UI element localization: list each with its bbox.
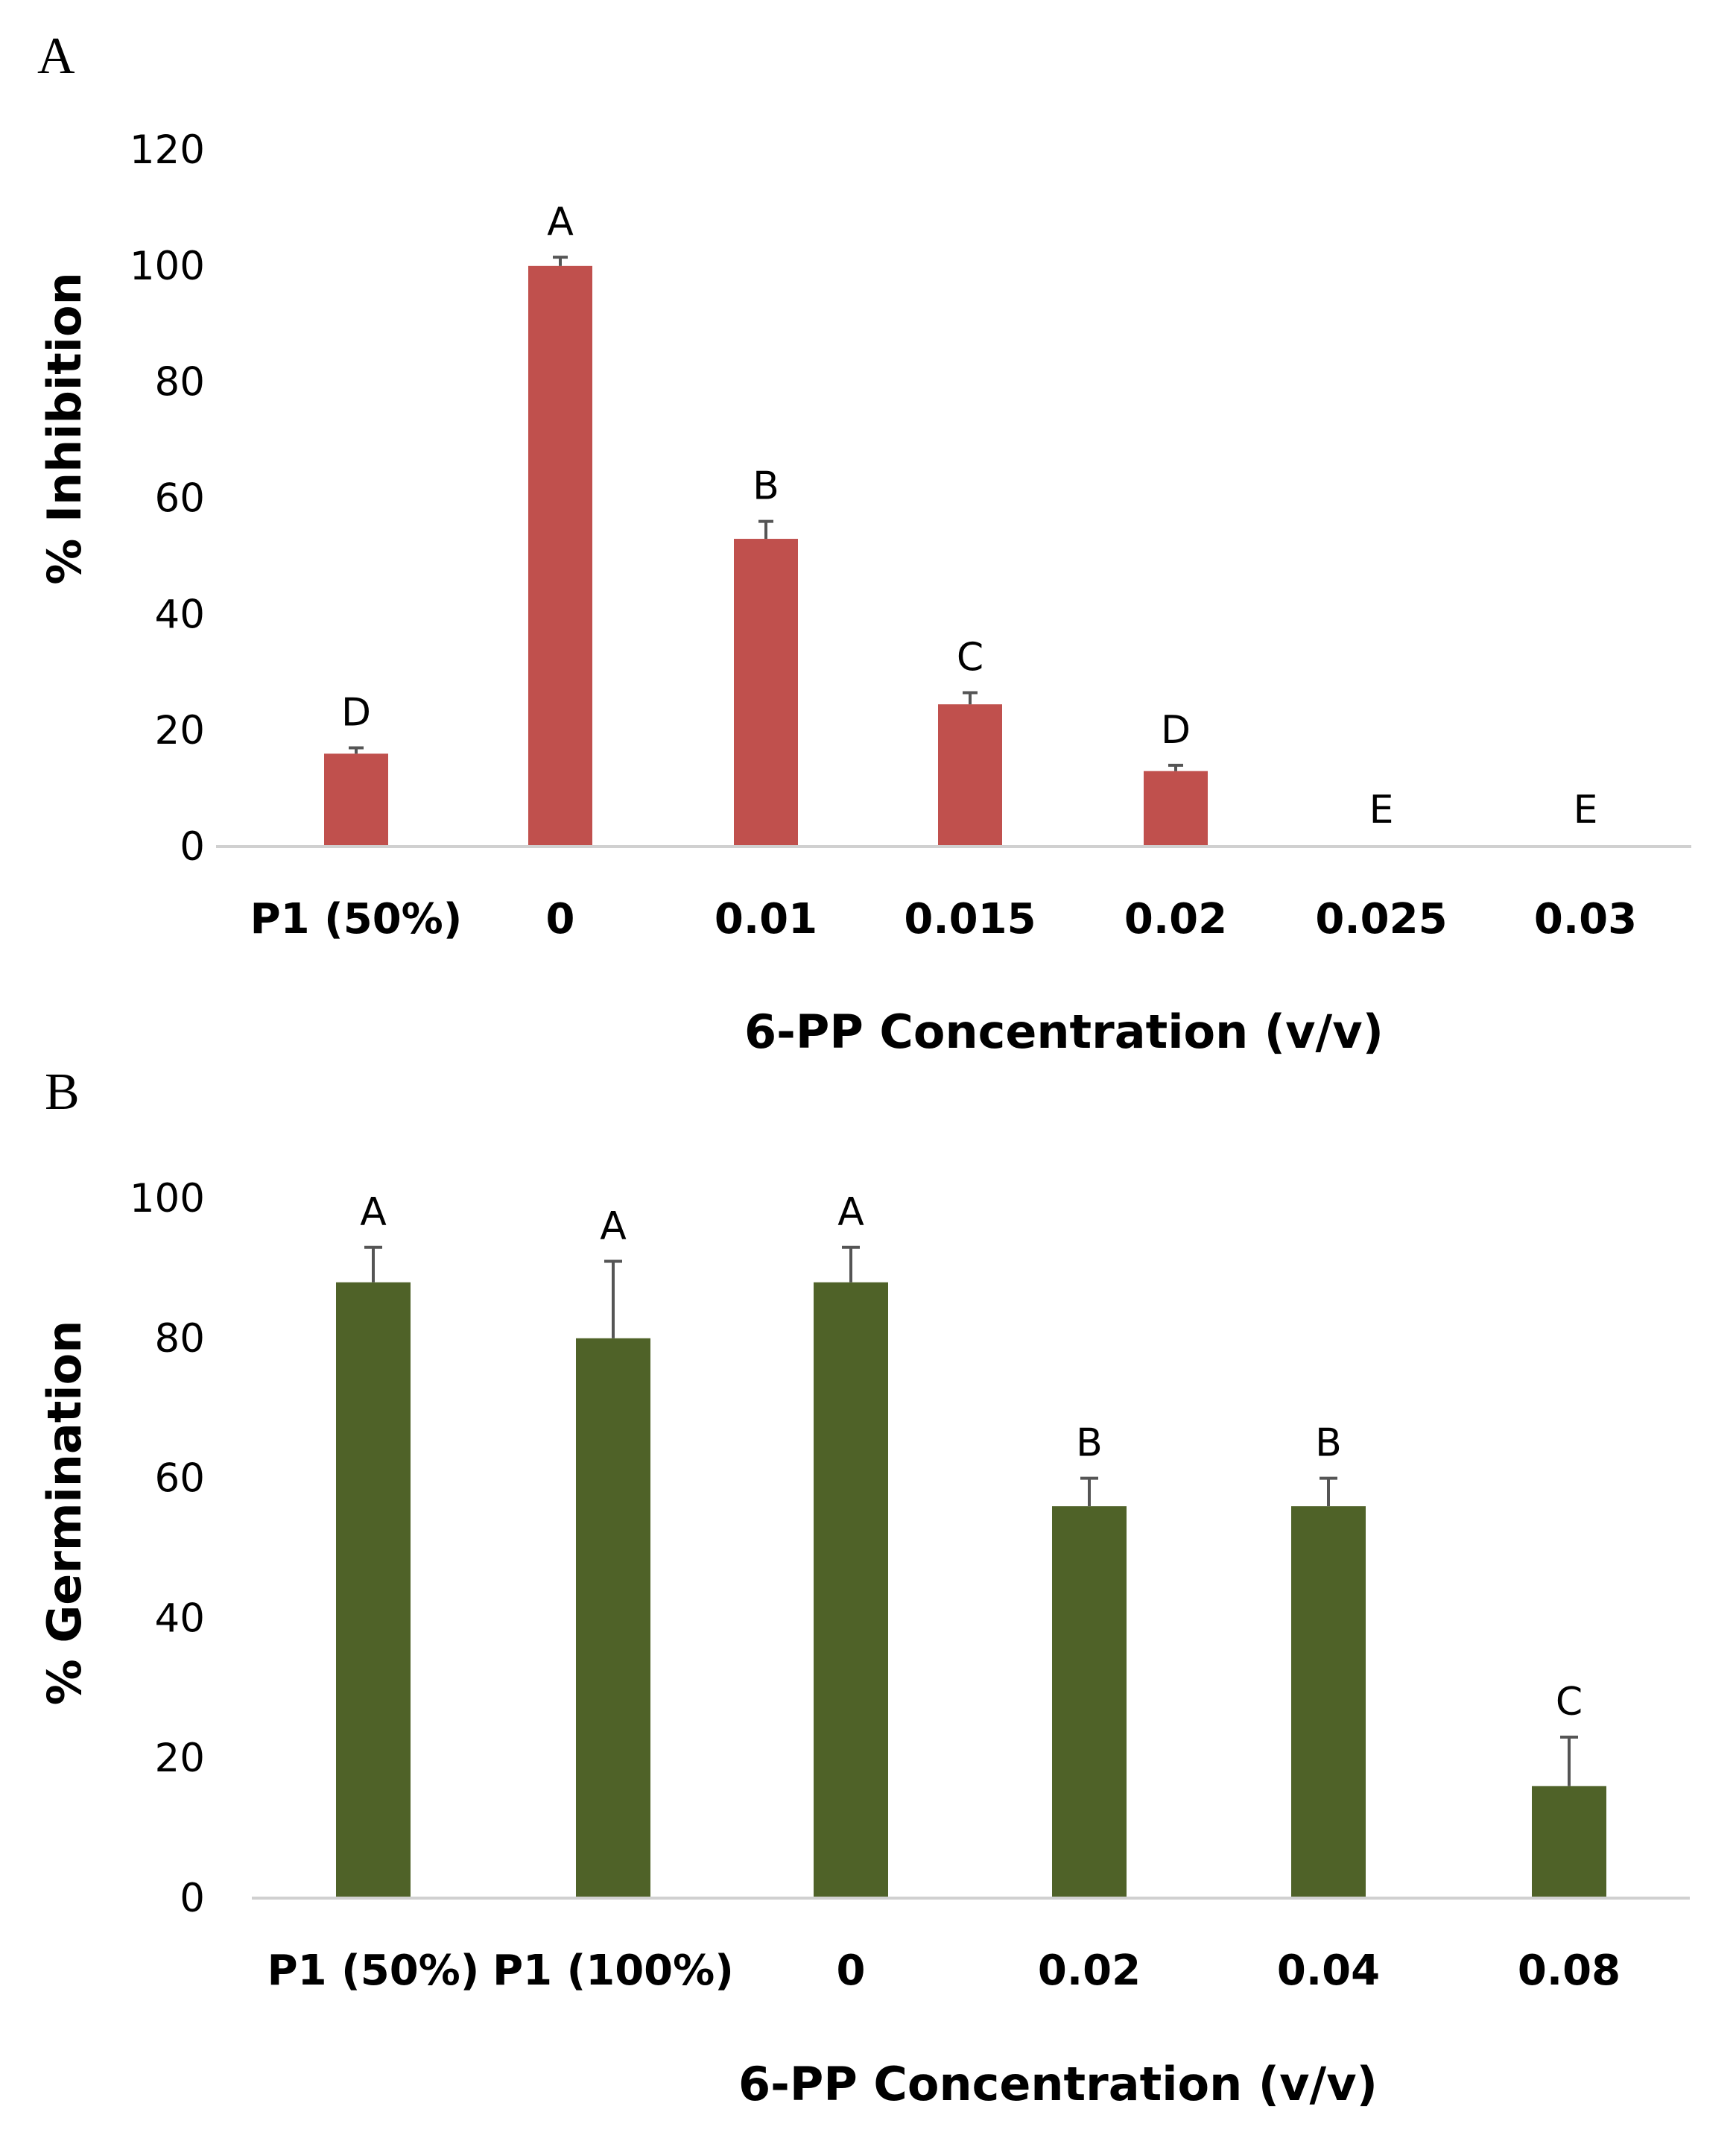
panel-a-y-axis-title: % Inhibition (37, 272, 92, 585)
panel-b-y-tick: 60 (155, 1456, 205, 1502)
panel-a-error-bar (1168, 763, 1183, 771)
panel-a-significance-label: D (341, 691, 371, 736)
panel-a-significance-label: E (1369, 788, 1394, 832)
panel-a-x-tick: 0.03 (1534, 895, 1637, 943)
panel-a-significance-label: C (957, 636, 983, 680)
panel-a-bar (528, 265, 592, 847)
panel-a-y-tick: 120 (130, 127, 205, 173)
panel-a-significance-labels: D A B C D E E (341, 200, 1597, 832)
panel-a-bar (324, 753, 388, 847)
panel-b-x-tick: 0.02 (1038, 1947, 1141, 1995)
panel-a-y-tick: 60 (155, 476, 205, 522)
panel-b-error-bar (604, 1259, 622, 1338)
panel-b-significance-label: A (600, 1204, 627, 1249)
panel-b-y-tick: 100 (130, 1176, 205, 1221)
panel-a-y-tick: 100 (130, 244, 205, 289)
panel-a-bars (324, 256, 1208, 847)
panel-b-significance-label: A (837, 1190, 864, 1235)
panel-b-x-ticks: P1 (50%) P1 (100%) 0 0.02 0.04 0.08 (267, 1947, 1621, 1995)
panel-b-x-tick: 0 (837, 1947, 866, 1995)
panel-a-significance-label: B (753, 464, 779, 509)
panel-b-x-axis-title: 6-PP Concentration (v/v) (738, 2057, 1378, 2111)
panel-b-x-tick: P1 (50%) (267, 1947, 480, 1995)
panel-a-error-bar (758, 519, 773, 540)
panel-a-x-ticks: P1 (50%) 0 0.01 0.015 0.02 0.025 0.03 (250, 895, 1637, 943)
panel-a-y-tick: 40 (155, 592, 205, 637)
panel-b-significance-label: A (360, 1190, 387, 1235)
panel-a-bar (938, 704, 1002, 847)
panel-b-y-tick: 40 (155, 1596, 205, 1641)
panel-b-y-tick: 80 (155, 1316, 205, 1362)
panel-b-x-tick: P1 (100%) (492, 1947, 734, 1995)
panel-b-bar (1052, 1506, 1127, 1898)
panel-a-error-bar (963, 691, 978, 705)
panel-a-y-tick: 80 (155, 360, 205, 405)
panel-b-error-bar (364, 1245, 382, 1283)
panel-a-bar (1144, 771, 1208, 847)
panel-a-x-tick: 0.015 (904, 895, 1036, 943)
panel-b-error-bar (1560, 1736, 1578, 1786)
panel-b-bars (336, 1245, 1606, 1898)
panel-b-letter: B (45, 1063, 80, 1121)
panel-a-significance-label: E (1574, 788, 1598, 832)
panel-b-y-tick: 0 (180, 1876, 205, 1921)
panel-b-error-bar (1080, 1476, 1098, 1507)
panel-a-y-tick: 0 (180, 824, 205, 870)
panel-a-significance-label: A (547, 200, 574, 244)
panel-b-error-bar (842, 1245, 860, 1283)
panel-b-significance-label: B (1315, 1421, 1342, 1466)
panel-b-germination-chart: B % Germination 0 20 40 60 80 100 P1 (50… (37, 1063, 1690, 2111)
panel-a-y-ticks: 0 20 40 60 80 100 120 (130, 127, 205, 870)
panel-b-y-tick: 20 (155, 1736, 205, 1781)
panel-b-x-tick: 0.08 (1518, 1947, 1621, 1995)
panel-a-bar (734, 539, 798, 847)
panel-a-error-bar (349, 746, 364, 754)
panel-b-bar (336, 1282, 411, 1898)
panel-a-error-bar (553, 256, 568, 266)
panel-b-significance-label: B (1076, 1421, 1103, 1466)
panel-b-bar (576, 1338, 650, 1898)
panel-b-x-tick: 0.04 (1277, 1947, 1380, 1995)
panel-a-x-axis-title: 6-PP Concentration (v/v) (744, 1005, 1384, 1059)
panel-b-significance-label: C (1556, 1680, 1583, 1724)
panel-a-x-tick: 0.025 (1315, 895, 1447, 943)
panel-a-y-tick: 20 (155, 708, 205, 753)
panel-b-y-axis-title: % Germination (37, 1321, 92, 1706)
panel-a-x-tick: 0.02 (1124, 895, 1227, 943)
panel-a-significance-label: D (1161, 708, 1191, 753)
panel-a-x-tick: 0.01 (715, 895, 817, 943)
panel-a-letter: A (37, 28, 75, 85)
panel-b-error-bar (1320, 1476, 1337, 1507)
panel-a-x-tick: 0 (546, 895, 575, 943)
panel-b-significance-labels: A A A B B C (360, 1190, 1583, 1724)
panel-b-y-ticks: 0 20 40 60 80 100 (130, 1176, 205, 1921)
panel-b-bar (1291, 1506, 1366, 1898)
panel-a-x-tick: P1 (50%) (250, 895, 463, 943)
panel-a-inhibition-chart: A % Inhibition 0 20 40 60 80 100 120 P1 … (37, 28, 1691, 1059)
panel-b-bar (814, 1282, 888, 1898)
panel-b-bar (1532, 1786, 1606, 1898)
